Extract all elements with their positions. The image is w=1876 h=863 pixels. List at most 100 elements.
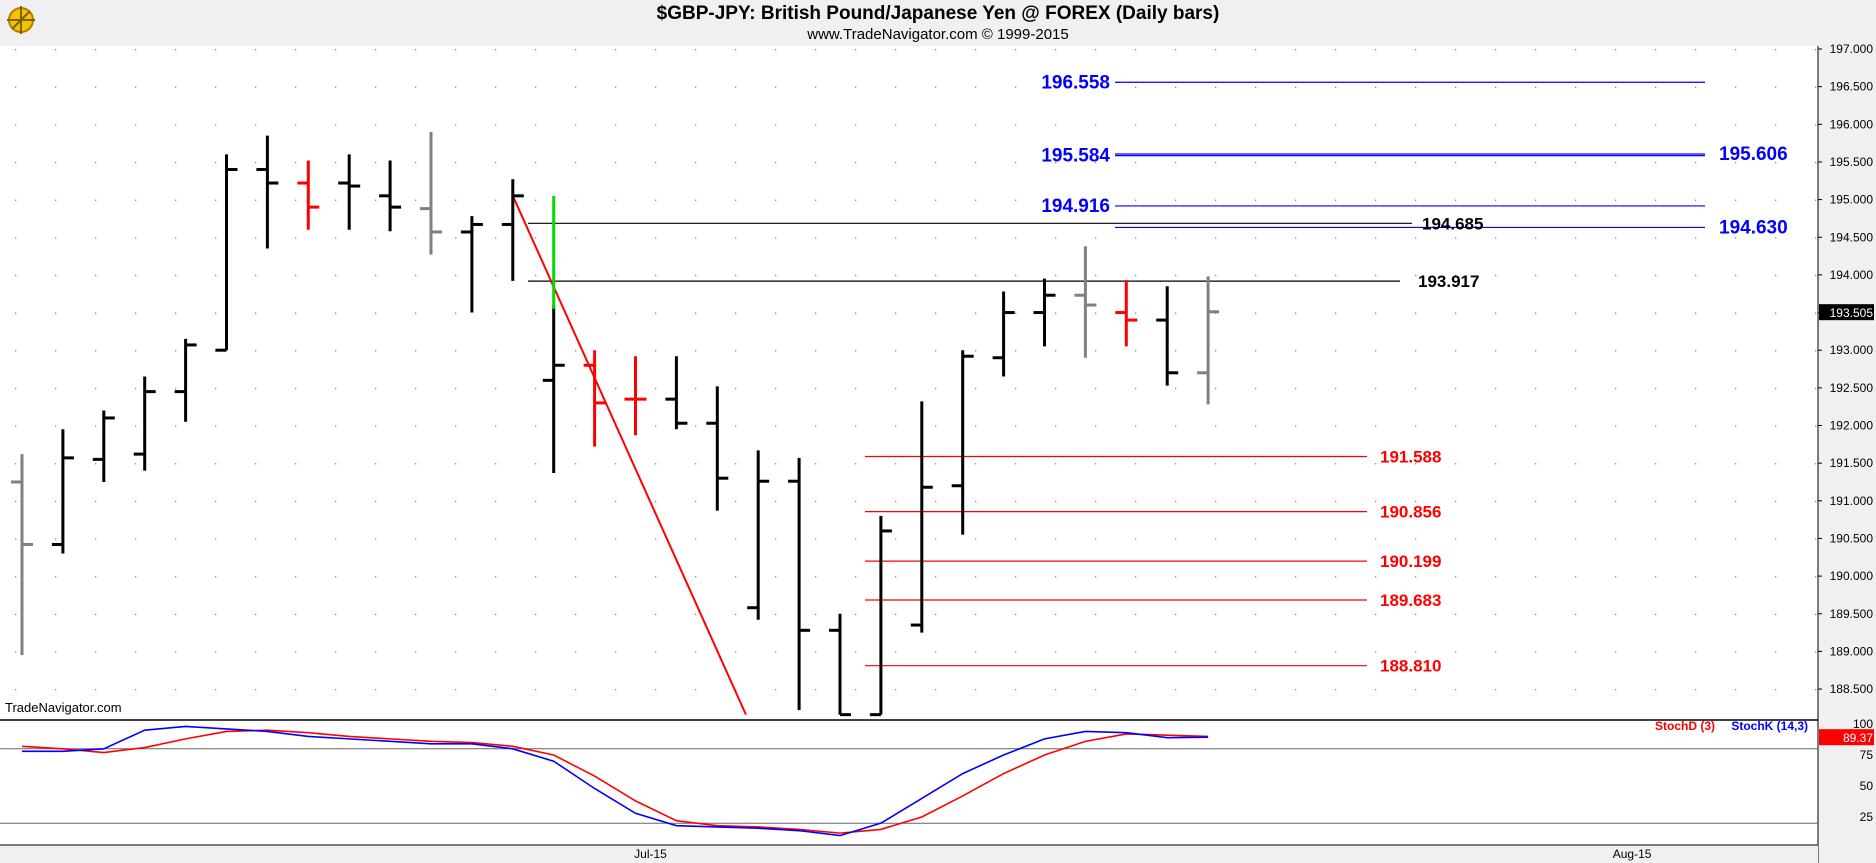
grid-dot: [1055, 689, 1057, 691]
grid-dot: [775, 199, 777, 201]
grid-dot: [495, 538, 497, 540]
grid-dot: [1815, 49, 1817, 51]
grid-dot: [1295, 689, 1297, 691]
grid-dot: [95, 538, 97, 540]
grid-dot: [655, 651, 657, 653]
grid-dot: [575, 237, 577, 239]
grid-dot: [1815, 689, 1817, 691]
grid-dot: [455, 387, 457, 390]
ohlc-bar: [51, 429, 74, 554]
grid-dot: [95, 312, 97, 314]
time-tick-label: Aug-15: [1613, 847, 1652, 861]
grid-dot: [1575, 312, 1577, 314]
grid-dot: [1815, 425, 1817, 427]
grid-dot: [815, 576, 817, 578]
grid-dot: [1215, 49, 1217, 51]
stoch-tick-label: 75: [1860, 748, 1874, 762]
grid-dot: [1095, 49, 1097, 51]
grid-dot: [575, 312, 577, 314]
grid-dot: [1335, 387, 1337, 390]
grid-dot: [1775, 312, 1777, 314]
grid-dot: [615, 274, 617, 277]
grid-dot: [495, 689, 497, 691]
grid-dot: [335, 124, 337, 126]
grid-dot: [1615, 237, 1617, 239]
grid-dot: [1335, 538, 1337, 540]
grid-dot: [335, 312, 337, 314]
grid-dot: [1655, 538, 1657, 540]
grid-dot: [15, 199, 17, 201]
grid-dot: [1015, 576, 1017, 578]
grid-dot: [735, 500, 737, 503]
grid-dot: [1735, 237, 1737, 239]
grid-dot: [695, 425, 697, 427]
grid-dot: [615, 613, 617, 616]
grid-dot: [415, 86, 417, 88]
ohlc-bar: [501, 179, 524, 281]
price-tick-label: 193.000: [1830, 343, 1874, 357]
grid-dot: [1735, 689, 1737, 691]
grid-dot: [1095, 161, 1097, 164]
grid-dot: [95, 500, 97, 503]
grid-dot: [255, 199, 257, 201]
grid-dot: [215, 613, 217, 616]
grid-dot: [1815, 124, 1817, 126]
grid-dot: [975, 49, 977, 51]
grid-dot: [975, 463, 977, 465]
grid-dot: [1775, 651, 1777, 653]
grid-dot: [295, 237, 297, 239]
grid-dot: [1055, 613, 1057, 616]
grid-dot: [1055, 538, 1057, 540]
grid-dot: [855, 312, 857, 314]
grid-dot: [215, 689, 217, 691]
grid-dot: [375, 387, 377, 390]
grid-dot: [1615, 350, 1617, 352]
grid-dot: [1215, 199, 1217, 201]
grid-dot: [1215, 425, 1217, 427]
grid-dot: [1295, 538, 1297, 540]
grid-dot: [655, 613, 657, 616]
grid-dot: [1375, 651, 1377, 653]
grid-dot: [1415, 538, 1417, 540]
grid-dot: [1695, 124, 1697, 126]
grid-dot: [535, 576, 537, 578]
grid-dot: [1535, 613, 1537, 616]
grid-dot: [415, 651, 417, 653]
ohlc-bar: [706, 386, 729, 511]
grid-dot: [175, 538, 177, 540]
grid-dot: [735, 199, 737, 201]
grid-dot: [1815, 463, 1817, 465]
grid-dot: [1215, 613, 1217, 616]
grid-dot: [1815, 274, 1817, 277]
grid-dot: [575, 49, 577, 51]
grid-dot: [975, 651, 977, 653]
grid-dot: [495, 576, 497, 578]
level-label: 188.810: [1380, 657, 1441, 676]
grid-dot: [735, 237, 737, 239]
grid-dot: [1215, 237, 1217, 239]
grid-dot: [975, 124, 977, 126]
grid-dot: [1695, 161, 1697, 164]
grid-dot: [1255, 312, 1257, 314]
grid-dot: [295, 124, 297, 126]
grid-dot: [1335, 350, 1337, 352]
grid-dot: [1455, 49, 1457, 51]
grid-dot: [575, 274, 577, 277]
grid-dot: [15, 425, 17, 427]
grid-dot: [1815, 237, 1817, 239]
grid-dot: [655, 274, 657, 277]
grid-dot: [895, 350, 897, 352]
grid-dot: [1175, 387, 1177, 390]
grid-dot: [1655, 463, 1657, 465]
grid-dot: [415, 500, 417, 503]
grid-dot: [775, 350, 777, 352]
grid-dot: [1135, 274, 1137, 277]
grid-dot: [335, 161, 337, 164]
grid-dot: [855, 463, 857, 465]
grid-dot: [775, 237, 777, 239]
grid-dot: [295, 350, 297, 352]
grid-dot: [255, 689, 257, 691]
grid-dot: [895, 49, 897, 51]
grid-dot: [175, 274, 177, 277]
